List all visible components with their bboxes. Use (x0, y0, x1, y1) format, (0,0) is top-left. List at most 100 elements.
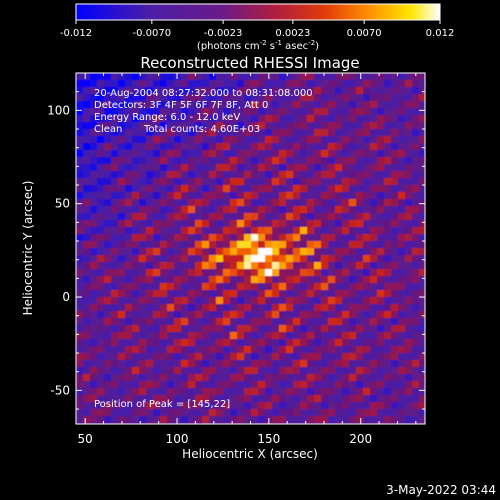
heatmap-cell (265, 206, 273, 214)
heatmap-cell (328, 297, 336, 305)
heatmap-cell (370, 311, 378, 319)
heatmap-cell (153, 150, 161, 158)
heatmap-cell (370, 234, 378, 242)
heatmap-cell (111, 332, 119, 340)
heatmap-cell (202, 402, 210, 410)
heatmap-cell (125, 269, 133, 277)
heatmap-cell (209, 374, 217, 382)
heatmap-cell (90, 115, 98, 123)
heatmap-cell (370, 220, 378, 228)
heatmap-cell (363, 276, 371, 284)
heatmap-cell (146, 248, 154, 256)
heatmap-cell (118, 381, 126, 389)
heatmap-cell (377, 241, 385, 249)
heatmap-cell (118, 374, 126, 382)
heatmap-cell (258, 367, 266, 375)
heatmap-cell (230, 80, 238, 88)
heatmap-cell (90, 150, 98, 158)
heatmap-cell (202, 206, 210, 214)
heatmap-cell (384, 199, 392, 207)
heatmap-cell (272, 388, 280, 396)
heatmap-cell (139, 206, 147, 214)
heatmap-cell (146, 199, 154, 207)
heatmap-cell (384, 213, 392, 221)
heatmap-cell (356, 248, 364, 256)
heatmap-cell (202, 290, 210, 298)
heatmap-cell (125, 192, 133, 200)
heatmap-cell (174, 269, 182, 277)
heatmap-cell (125, 87, 133, 95)
heatmap-cell (223, 374, 231, 382)
heatmap-cell (335, 402, 343, 410)
heatmap-cell (209, 248, 217, 256)
heatmap-cell (419, 164, 425, 172)
heatmap-cell (160, 192, 168, 200)
heatmap-cell (174, 353, 182, 361)
heatmap-cell (167, 374, 175, 382)
heatmap-cell (412, 409, 420, 417)
heatmap-cell (279, 164, 287, 172)
heatmap-cell (398, 409, 406, 417)
heatmap-cell (125, 227, 133, 235)
heatmap-cell (419, 115, 425, 123)
heatmap-cell (328, 283, 336, 291)
heatmap-cell (132, 290, 140, 298)
heatmap-cell (237, 262, 245, 270)
heatmap-cell (384, 206, 392, 214)
heatmap-cell (279, 367, 287, 375)
heatmap-cell (251, 346, 259, 354)
heatmap-cell (321, 360, 329, 368)
heatmap-cell (160, 276, 168, 284)
heatmap-cell (153, 199, 161, 207)
heatmap-cell (321, 136, 329, 144)
heatmap-cell (363, 416, 371, 424)
heatmap-cell (195, 402, 203, 410)
heatmap-cell (132, 192, 140, 200)
heatmap-cell (104, 185, 112, 193)
heatmap-cell (118, 339, 126, 347)
heatmap-cell (153, 192, 161, 200)
heatmap-cell (370, 122, 378, 130)
heatmap-cell (230, 143, 238, 151)
heatmap-cell (90, 171, 98, 179)
heatmap-cell (125, 409, 133, 417)
heatmap-cell (363, 395, 371, 403)
heatmap-cell (237, 115, 245, 123)
heatmap-cell (202, 178, 210, 186)
heatmap-cell (335, 213, 343, 221)
heatmap-cell (188, 164, 196, 172)
heatmap-cell (349, 416, 357, 424)
heatmap-cell (244, 122, 252, 130)
heatmap-cell (286, 73, 294, 81)
heatmap-cell (405, 199, 413, 207)
heatmap-cell (265, 80, 273, 88)
heatmap-cell (195, 108, 203, 116)
heatmap-cell (230, 185, 238, 193)
heatmap-cell (398, 304, 406, 312)
heatmap-cell (160, 409, 168, 417)
heatmap-cell (153, 115, 161, 123)
heatmap-cell (419, 73, 425, 81)
heatmap-cell (286, 346, 294, 354)
heatmap-cell (118, 304, 126, 312)
heatmap-cell (419, 129, 425, 137)
heatmap-cell (405, 143, 413, 151)
heatmap-cell (342, 150, 350, 158)
heatmap-cell (230, 311, 238, 319)
heatmap-cell (405, 409, 413, 417)
heatmap-cell (146, 304, 154, 312)
heatmap-cell (286, 108, 294, 116)
heatmap-cell (83, 122, 91, 130)
heatmap-cell (139, 339, 147, 347)
heatmap-cell (223, 360, 231, 368)
heatmap-cell (139, 402, 147, 410)
colorbar-tick-label: -0.0070 (133, 28, 172, 39)
heatmap-cell (76, 416, 84, 424)
heatmap-cell (146, 129, 154, 137)
heatmap-cell (146, 332, 154, 340)
heatmap-cell (230, 409, 238, 417)
heatmap-cell (405, 192, 413, 200)
heatmap-cell (230, 115, 238, 123)
heatmap-cell (125, 297, 133, 305)
heatmap-cell (363, 304, 371, 312)
